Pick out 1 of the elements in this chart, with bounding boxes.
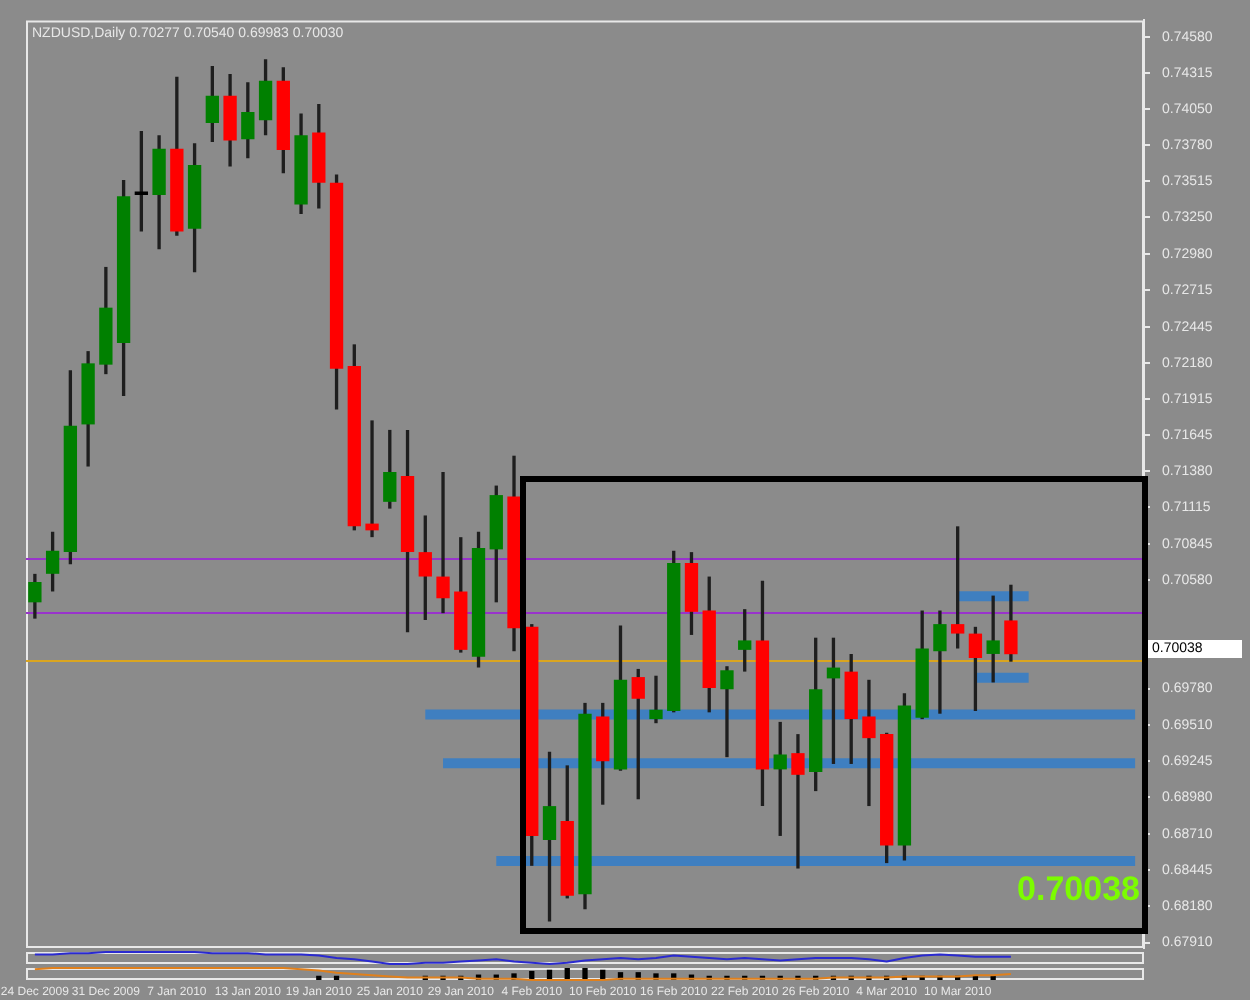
- annotation: 0.70038: [1017, 870, 1140, 908]
